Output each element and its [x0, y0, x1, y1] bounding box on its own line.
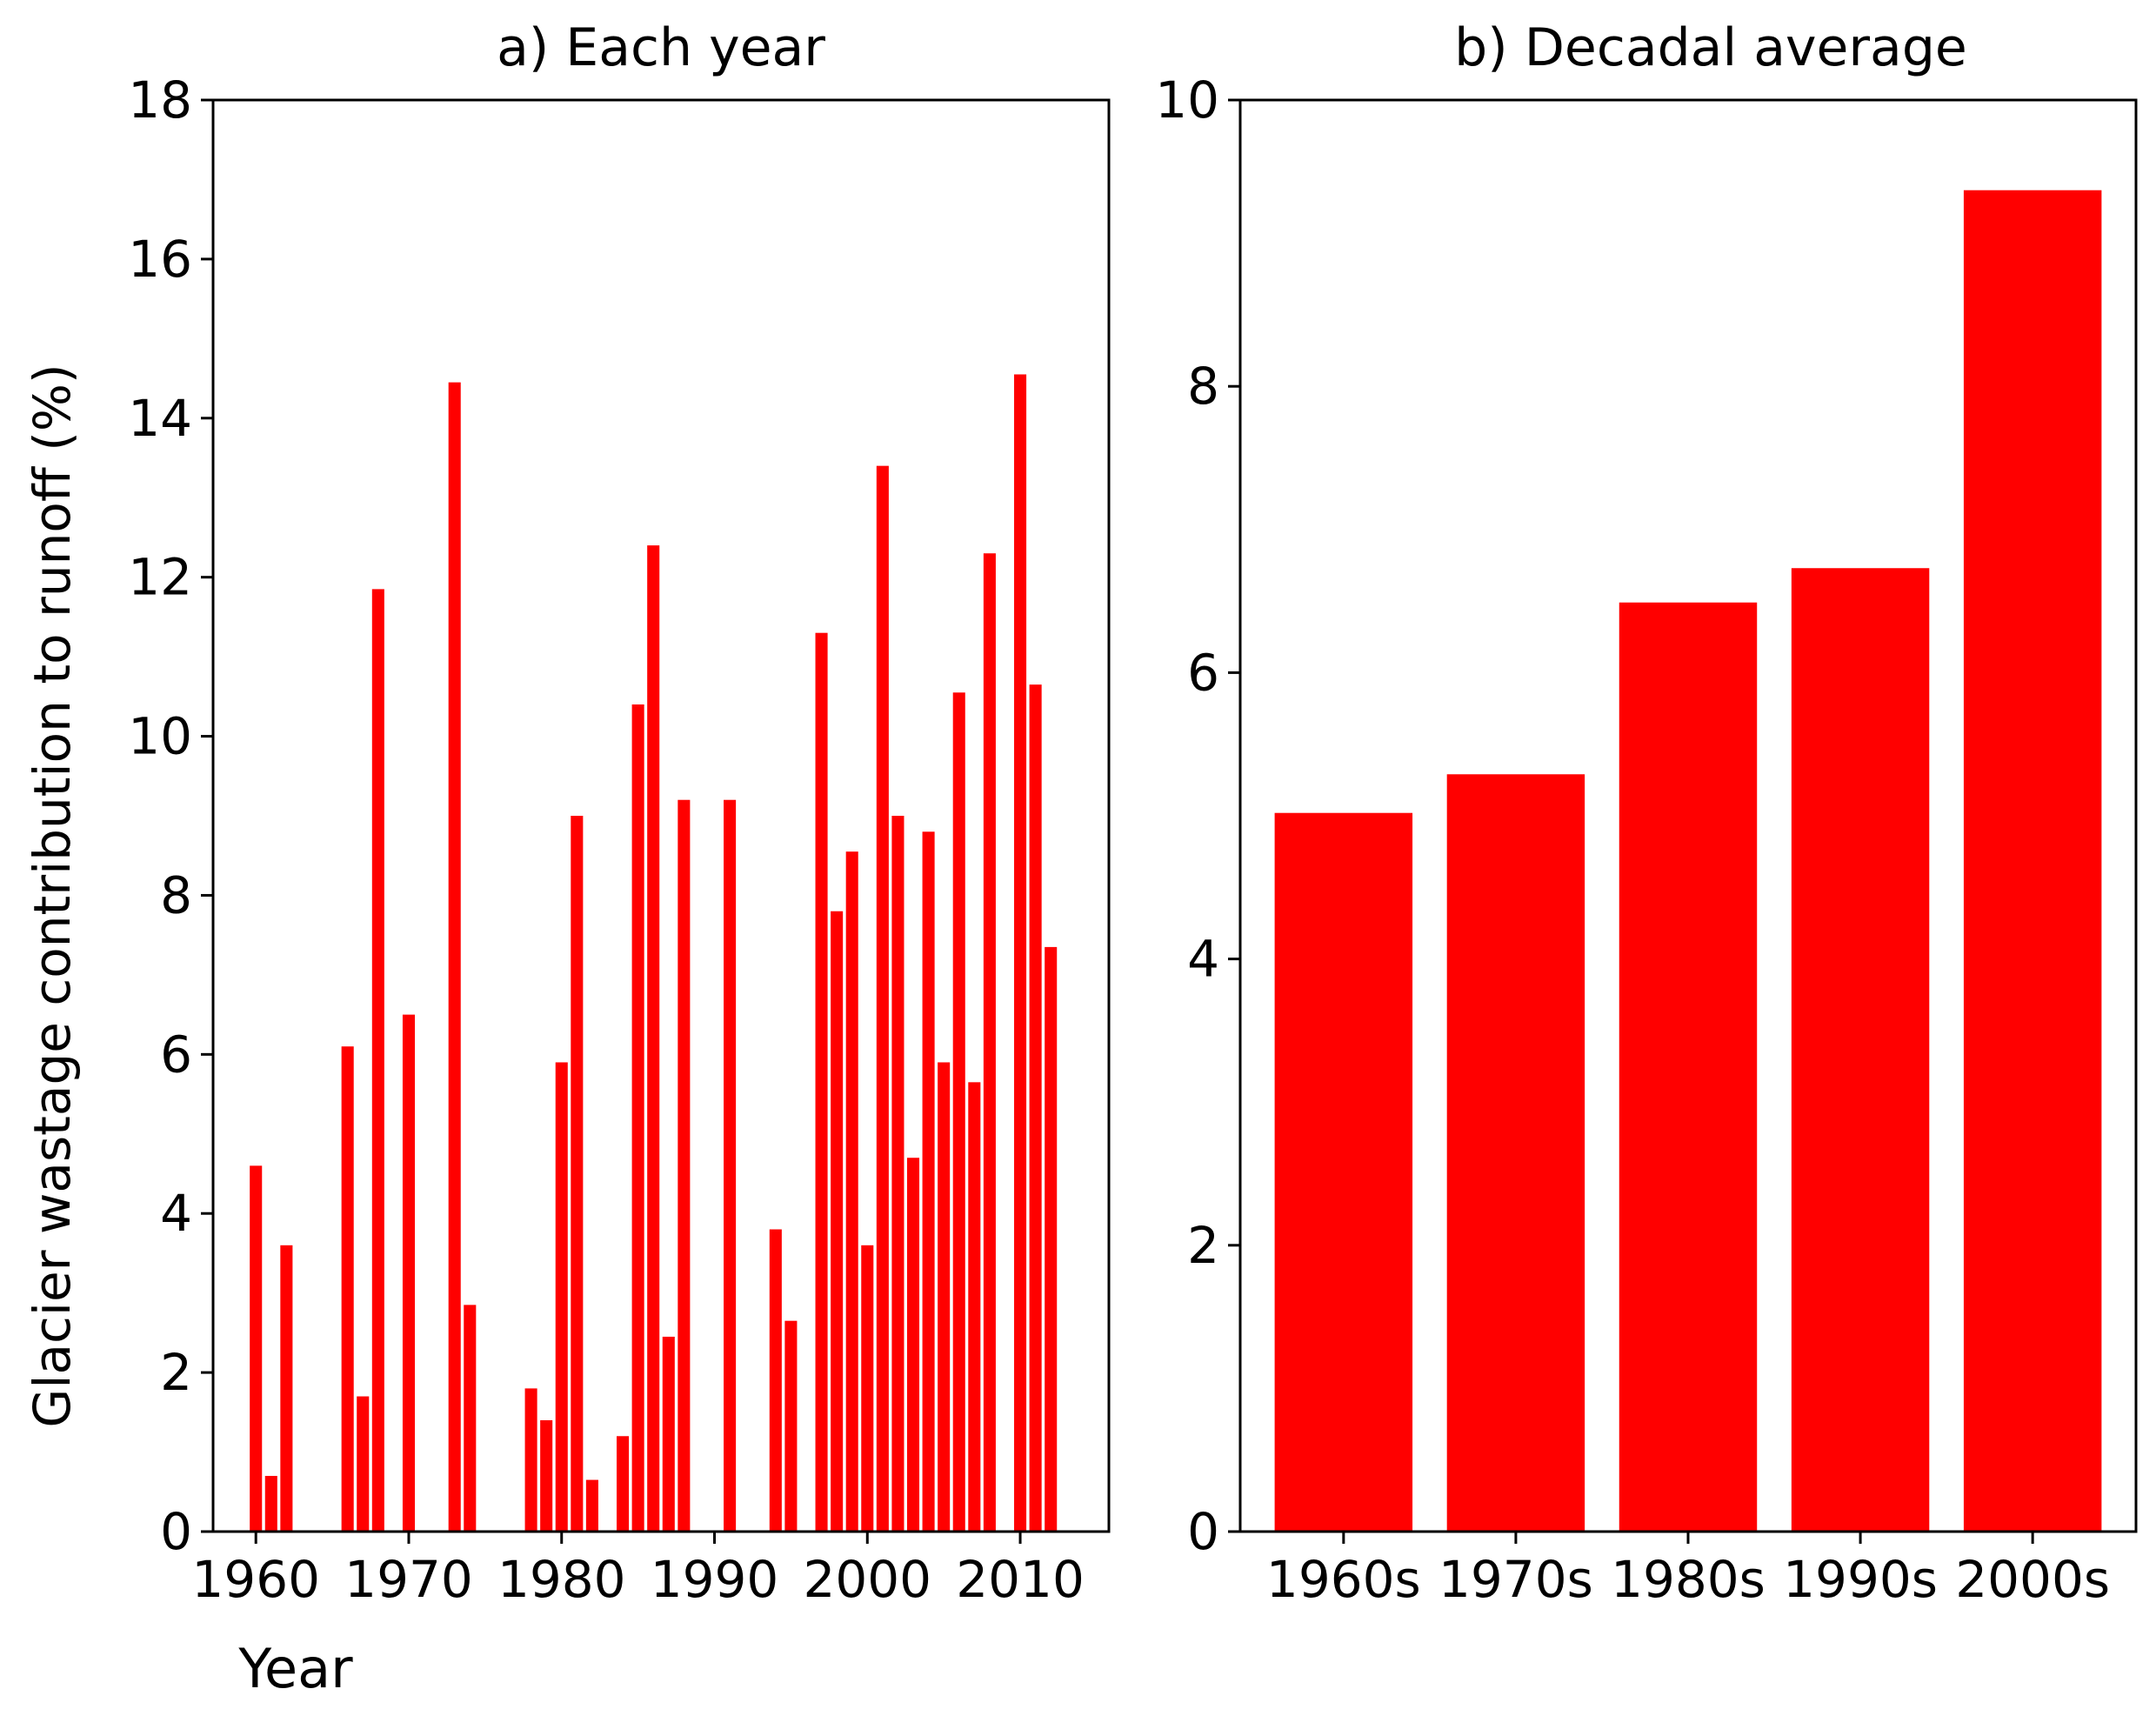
bar-year-2001 — [876, 465, 889, 1532]
bar-decade-1970s — [1446, 774, 1585, 1532]
bar-year-1979 — [540, 1419, 553, 1532]
bar-year-1988 — [678, 799, 691, 1532]
y-tick-label: 0 — [1187, 1502, 1219, 1561]
x-tick-label: 1980 — [497, 1550, 626, 1609]
y-tick-label: 0 — [160, 1502, 192, 1561]
bar-year-1970 — [402, 1014, 416, 1532]
bar-decade-1980s — [1619, 602, 1758, 1532]
panel-b-bars — [1274, 190, 2102, 1532]
bar-year-2006 — [952, 692, 965, 1532]
bar-decade-2000s — [1963, 190, 2102, 1532]
panel-b-decadal-average: b) Decadal average 0 2 4 6 8 10 1960s 1970s 198… — [1155, 17, 2138, 1609]
x-tick-label: 1960 — [191, 1550, 320, 1609]
bar-year-2008 — [983, 553, 996, 1532]
x-tick-label: 1990s — [1783, 1550, 1938, 1609]
bar-year-1960 — [250, 1165, 263, 1532]
panel-a-each-year: a) Each year 0 2 4 6 8 10 12 14 16 18 1960 1970 198… — [128, 17, 1111, 1700]
bar-decade-1990s — [1791, 568, 1930, 1532]
panel-a-title: a) Each year — [497, 17, 825, 78]
bar-year-1984 — [617, 1436, 630, 1532]
y-tick-label: 16 — [128, 230, 192, 289]
x-tick-label: 1970s — [1438, 1550, 1593, 1609]
panel-a-bars — [250, 374, 1058, 1532]
y-tick-label: 4 — [160, 1184, 192, 1243]
x-tick-label: 1980s — [1611, 1550, 1766, 1609]
bar-year-1968 — [371, 589, 384, 1532]
bar-year-1995 — [784, 1320, 798, 1532]
panel-b-frame — [1238, 98, 2138, 1533]
x-tick-label: 2000 — [803, 1550, 931, 1609]
bar-year-2000 — [861, 1245, 874, 1532]
y-tick-label: 6 — [1187, 643, 1219, 702]
bar-year-1999 — [845, 851, 858, 1532]
panel-a-frame — [211, 98, 1111, 1533]
bar-year-1994 — [769, 1229, 782, 1532]
bar-year-1978 — [524, 1388, 537, 1532]
bar-year-2011 — [1029, 684, 1042, 1532]
bar-year-1974 — [464, 1305, 477, 1532]
bar-year-1986 — [647, 545, 660, 1532]
bar-year-1991 — [724, 799, 737, 1532]
bar-year-1967 — [357, 1396, 370, 1532]
x-tick-label: 1960s — [1266, 1550, 1421, 1609]
panel-b-y-ticks: 0 2 4 6 8 10 — [1155, 70, 1240, 1561]
y-tick-label: 4 — [1187, 930, 1219, 989]
bar-year-2007 — [968, 1082, 981, 1532]
y-tick-label: 14 — [128, 389, 192, 448]
y-tick-label: 2 — [160, 1343, 192, 1402]
panel-a-x-axis-label: Year — [237, 1637, 353, 1700]
bar-year-1981 — [571, 816, 584, 1532]
bar-year-1997 — [815, 632, 828, 1532]
x-tick-label: 1970 — [344, 1550, 473, 1609]
bar-year-1973 — [448, 382, 461, 1532]
bar-year-2010 — [1014, 374, 1027, 1532]
bar-year-1998 — [831, 911, 844, 1532]
y-tick-label: 12 — [128, 548, 192, 607]
panel-b-x-ticks: 1960s 1970s 1980s 1990s 2000s — [1266, 1532, 2110, 1609]
bar-year-1961 — [264, 1475, 277, 1532]
bar-year-2004 — [922, 831, 935, 1532]
y-tick-label: 8 — [160, 865, 192, 925]
y-tick-label: 6 — [160, 1025, 192, 1084]
bar-year-1980 — [555, 1062, 568, 1532]
bar-year-1985 — [631, 704, 644, 1532]
bar-year-1982 — [585, 1479, 598, 1532]
bar-year-1966 — [341, 1046, 354, 1532]
y-tick-label: 2 — [1187, 1216, 1219, 1275]
panel-a-y-ticks: 0 2 4 6 8 10 12 14 16 18 — [128, 70, 213, 1561]
bar-year-2003 — [906, 1158, 920, 1532]
bar-year-1962 — [280, 1245, 293, 1532]
bar-decade-1960s — [1274, 812, 1413, 1532]
bar-year-2002 — [891, 816, 904, 1532]
bar-year-1987 — [662, 1336, 675, 1532]
x-tick-label: 2010 — [956, 1550, 1085, 1609]
bar-year-2012 — [1045, 946, 1058, 1532]
y-tick-label: 18 — [128, 70, 192, 130]
y-tick-label: 10 — [1155, 70, 1219, 130]
panel-b-title: b) Decadal average — [1454, 17, 1967, 78]
x-tick-label: 2000s — [1955, 1550, 2110, 1609]
y-axis-label: Glacier wastage contribution to runoff (… — [23, 364, 82, 1427]
panel-a-x-ticks: 1960 1970 1980 1990 2000 2010 — [191, 1532, 1085, 1609]
y-tick-label: 10 — [128, 707, 192, 766]
x-tick-label: 1990 — [651, 1550, 779, 1609]
bar-year-2005 — [938, 1062, 951, 1532]
y-tick-label: 8 — [1187, 357, 1219, 416]
